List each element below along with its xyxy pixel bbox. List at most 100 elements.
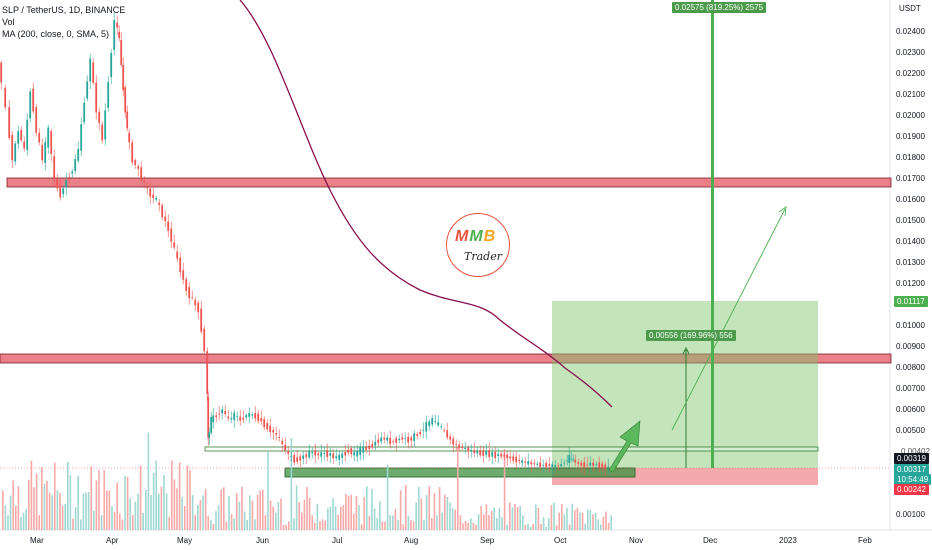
time-axis-tick: Apr bbox=[106, 536, 119, 545]
volume-bar bbox=[441, 512, 443, 530]
volume-bar bbox=[548, 518, 550, 530]
volume-bar bbox=[522, 515, 524, 530]
candle-body bbox=[470, 449, 473, 452]
candle-body bbox=[446, 430, 449, 438]
volume-bar bbox=[542, 517, 545, 530]
price-axis-unit: USDT bbox=[899, 4, 921, 13]
candle-body bbox=[317, 453, 320, 456]
candle-body bbox=[344, 452, 347, 456]
volume-bar bbox=[363, 497, 365, 530]
candle-body bbox=[416, 434, 419, 436]
candle-body bbox=[485, 450, 488, 456]
volume-bar bbox=[503, 449, 506, 530]
candle-body bbox=[314, 450, 317, 456]
volume-bar bbox=[529, 526, 532, 530]
candle-body bbox=[413, 433, 416, 441]
volume-bar bbox=[545, 526, 547, 530]
candle-body bbox=[206, 351, 209, 394]
candle-body bbox=[4, 87, 7, 108]
long-position-profit-zone bbox=[552, 301, 818, 468]
symbol-label[interactable]: SLP / TetherUS, 1D, BINANCE bbox=[2, 5, 126, 15]
candle-body bbox=[161, 205, 164, 218]
volume-bar bbox=[568, 524, 571, 530]
volume-indicator-label[interactable]: Vol bbox=[2, 17, 15, 27]
candle-body bbox=[503, 454, 506, 457]
volume-bar bbox=[308, 497, 311, 530]
candle-body bbox=[17, 131, 20, 144]
volume-bar bbox=[134, 501, 137, 530]
volume-bar bbox=[418, 487, 420, 530]
candle-body bbox=[455, 444, 458, 445]
volume-bar bbox=[207, 516, 209, 530]
volume-bar bbox=[59, 493, 61, 530]
volume-bar bbox=[46, 480, 48, 530]
volume-bar bbox=[472, 522, 475, 530]
volume-bar bbox=[197, 505, 199, 530]
logo-letters: MMB bbox=[455, 228, 496, 246]
volume-bar bbox=[41, 467, 43, 530]
candle-body bbox=[29, 91, 32, 119]
volume-bar bbox=[100, 515, 103, 530]
candle-body bbox=[601, 463, 604, 469]
price-axis-tick: 0.00900 bbox=[896, 342, 925, 351]
candle-body bbox=[464, 448, 467, 449]
candle-body bbox=[311, 452, 314, 454]
time-axis-tick: Jun bbox=[256, 536, 269, 545]
time-axis-tick: Sep bbox=[480, 536, 495, 545]
candle-body bbox=[11, 134, 14, 161]
candle-body bbox=[179, 257, 182, 273]
volume-bar bbox=[295, 485, 298, 530]
volume-bar bbox=[259, 490, 261, 530]
volume-bar bbox=[428, 486, 430, 530]
volume-bar bbox=[272, 506, 274, 530]
volume-bar bbox=[516, 507, 519, 530]
candle-body bbox=[212, 415, 215, 423]
candle-body bbox=[530, 462, 533, 465]
volume-bar bbox=[436, 515, 438, 530]
candle-body bbox=[583, 462, 586, 468]
volume-bar bbox=[194, 514, 196, 530]
volume-bar bbox=[342, 505, 345, 530]
volume-bar bbox=[607, 522, 610, 530]
candle-body bbox=[62, 188, 65, 195]
candle-body bbox=[392, 441, 395, 443]
volume-bar bbox=[386, 464, 389, 530]
ma-200-line bbox=[239, 0, 613, 408]
volume-bar bbox=[444, 494, 446, 530]
candle-body bbox=[215, 415, 218, 418]
volume-bar bbox=[410, 520, 412, 530]
candle-body bbox=[586, 464, 589, 466]
volume-bar bbox=[61, 505, 64, 530]
volume-bar bbox=[537, 507, 540, 530]
volume-bar bbox=[594, 512, 597, 530]
resistance-zone-lower bbox=[0, 353, 892, 364]
volume-bar bbox=[168, 516, 170, 530]
candle-body bbox=[137, 166, 140, 169]
candle-body bbox=[299, 456, 302, 461]
candle-body bbox=[551, 464, 554, 468]
volume-bar bbox=[254, 519, 256, 530]
volume-bar bbox=[457, 447, 459, 530]
ma-indicator-label[interactable]: MA (200, close, 0, SMA, 5) bbox=[2, 29, 110, 39]
volume-bar bbox=[293, 518, 295, 530]
candle-body bbox=[14, 143, 17, 162]
time-axis-tick: Feb bbox=[858, 536, 872, 545]
candle-body bbox=[374, 441, 377, 446]
volume-bar bbox=[532, 524, 534, 530]
volume-bar bbox=[527, 523, 529, 530]
candle-body bbox=[194, 299, 197, 306]
volume-bar bbox=[519, 505, 521, 530]
price-axis-tick: 0.01400 bbox=[896, 237, 925, 246]
volume-bar bbox=[163, 475, 165, 530]
volume-bar bbox=[262, 489, 264, 530]
small-measure-label: 0.00556 (169.96%) 556 bbox=[646, 330, 736, 341]
candle-body bbox=[167, 221, 170, 231]
candle-body bbox=[269, 425, 272, 432]
candle-body bbox=[233, 412, 236, 420]
volume-bar bbox=[579, 512, 581, 530]
candle-body bbox=[404, 438, 407, 439]
volume-bar bbox=[184, 506, 186, 530]
volume-bar bbox=[306, 487, 308, 530]
